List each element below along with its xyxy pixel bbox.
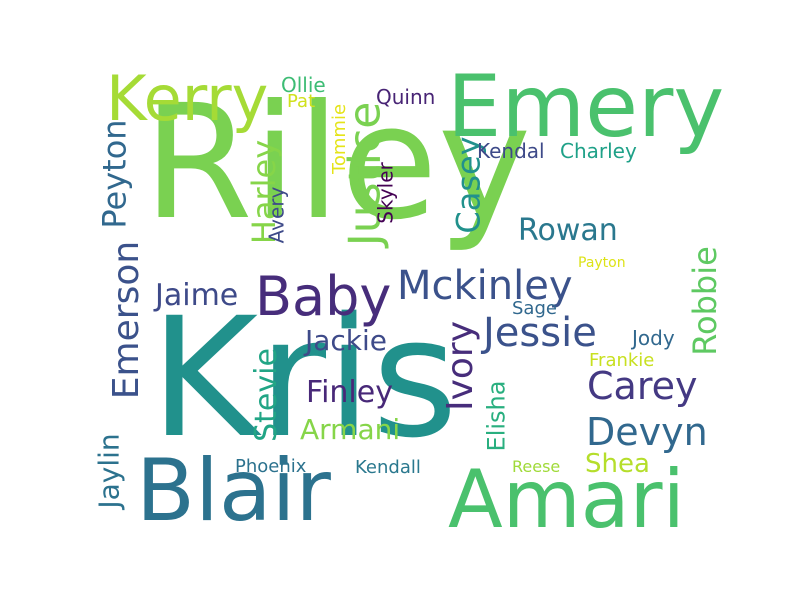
word-charley: Charley [560, 139, 637, 163]
word-jaime: Jaime [155, 278, 239, 313]
word-sage: Sage [512, 298, 557, 319]
word-kendall: Kendall [355, 457, 421, 478]
word-elisha: Elisha [482, 380, 511, 452]
word-shea: Shea [585, 449, 650, 479]
word-jody: Jody [632, 326, 675, 350]
word-rowan: Rowan [518, 213, 618, 248]
word-kendal: Kendal [477, 139, 545, 163]
word-kris: Kris [150, 282, 458, 474]
word-blair: Blair [136, 441, 331, 541]
word-riley: Riley [143, 71, 532, 255]
word-baby: Baby [255, 265, 392, 328]
word-amari: Amari [448, 453, 685, 546]
word-emery: Emery [447, 57, 725, 157]
word-skyler: Skyler [373, 162, 398, 224]
word-emerson: Emerson [106, 240, 148, 400]
word-ivory: Ivory [440, 320, 482, 412]
word-quinn: Quinn [376, 85, 436, 109]
word-jessie: Jessie [483, 310, 597, 356]
word-peyton: Peyton [95, 119, 134, 229]
word-kerry: Kerry [106, 62, 269, 135]
word-stevie: Stevie [248, 348, 284, 442]
word-devyn: Devyn [586, 410, 708, 454]
word-phoenix: Phoenix [235, 456, 307, 477]
word-avery: Avery [264, 186, 289, 244]
word-carey: Carey [587, 364, 698, 408]
word-finley: Finley [306, 375, 393, 410]
word-robbie: Robbie [685, 246, 724, 356]
word-pat: Pat [287, 91, 316, 112]
word-jackie: Jackie [305, 324, 388, 357]
word-tommie: Tommie [329, 103, 351, 175]
word-ollie: Ollie [281, 73, 326, 97]
word-mckinley: Mckinley [397, 263, 573, 309]
word-armani: Armani [300, 413, 401, 446]
word-frankie: Frankie [589, 350, 655, 371]
word-payton: Payton [578, 255, 626, 271]
word-jaylin: Jaylin [92, 433, 126, 509]
word-reese: Reese [512, 457, 561, 476]
